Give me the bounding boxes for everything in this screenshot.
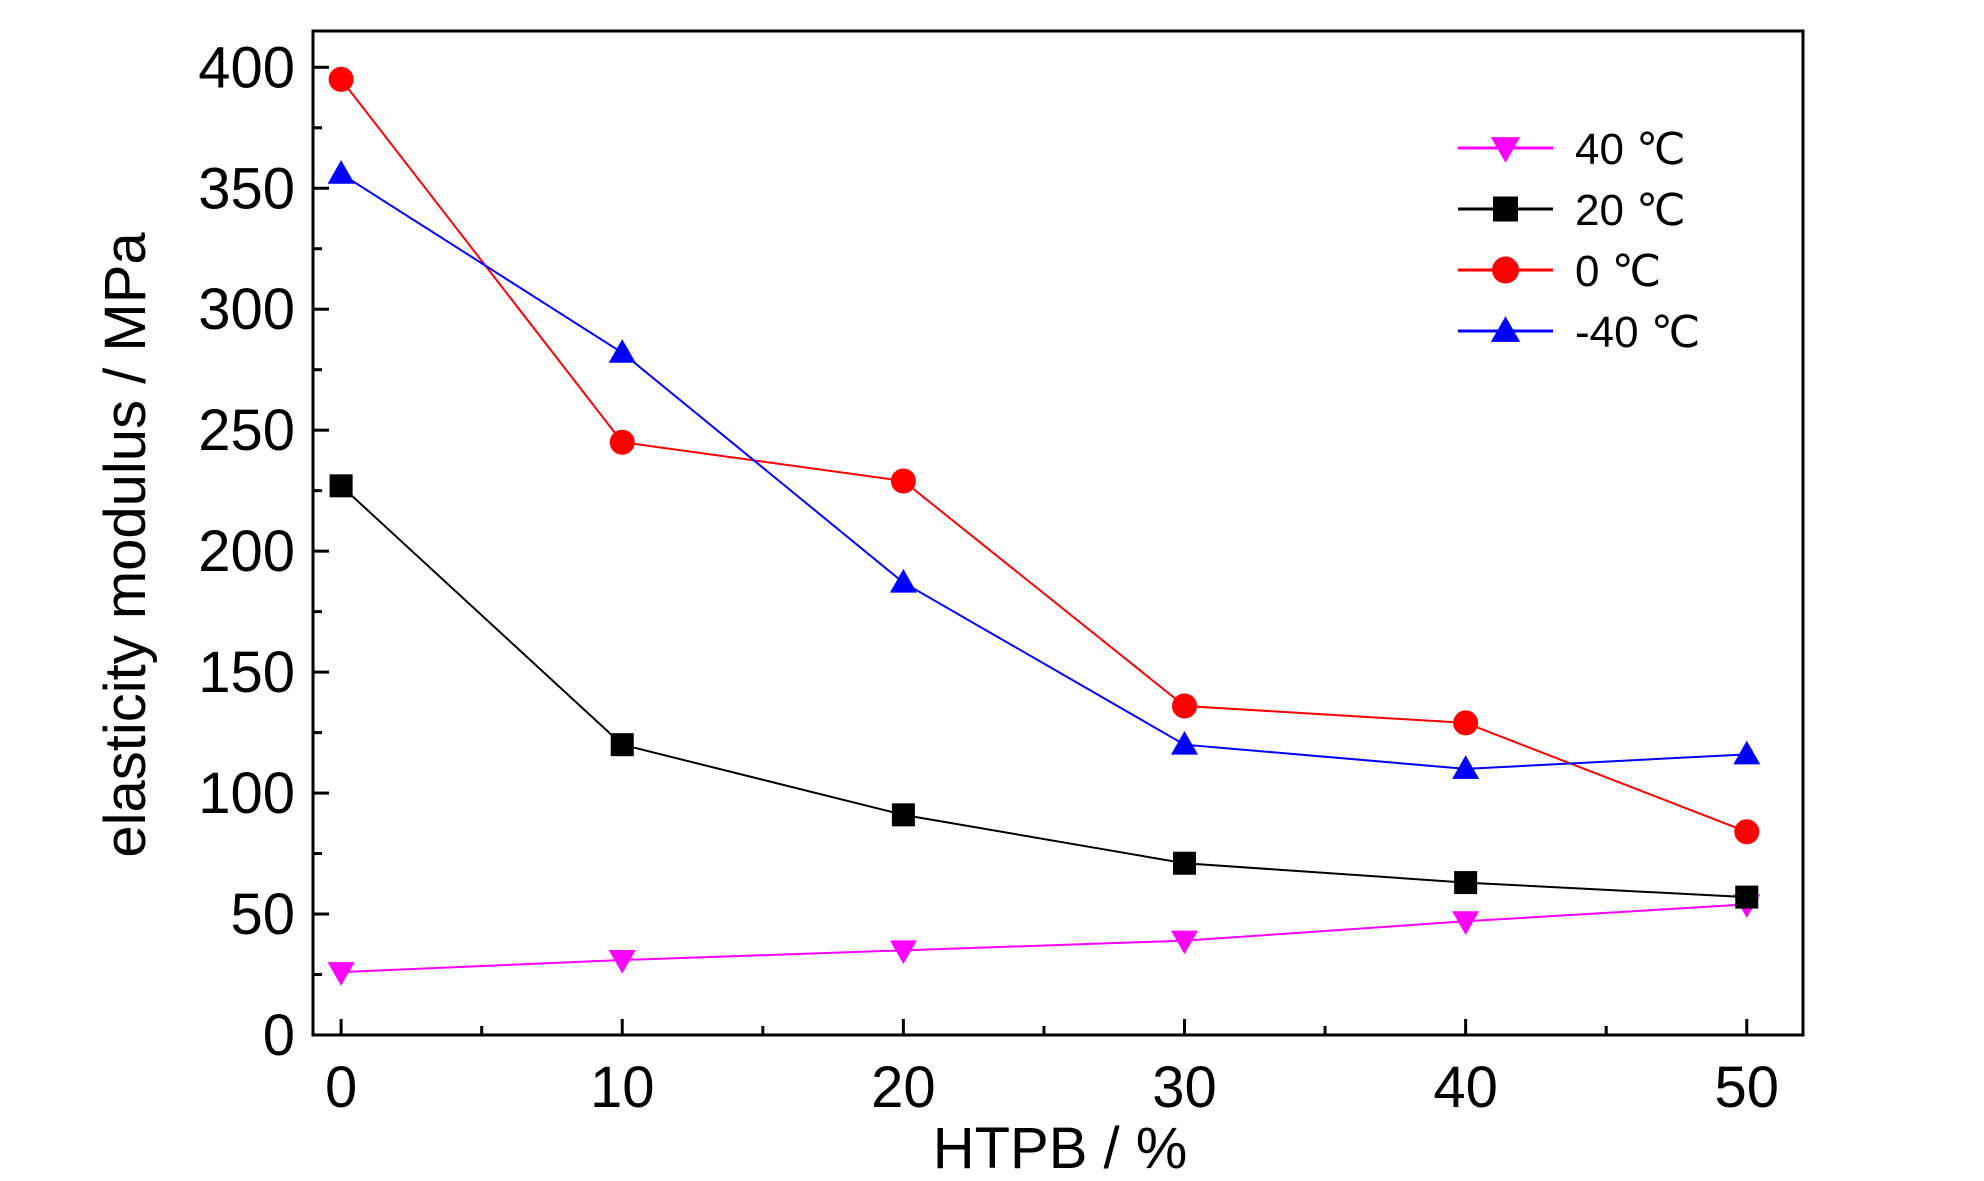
- data-point: [609, 429, 635, 455]
- legend-label: -40 ℃: [1575, 308, 1700, 357]
- data-point: [327, 160, 355, 184]
- data-point: [1733, 740, 1761, 765]
- data-point: [1170, 930, 1199, 955]
- x-tick-label: 30: [1152, 1055, 1217, 1120]
- data-point: [608, 339, 636, 363]
- legend-entry: 20 ℃: [1458, 186, 1686, 235]
- y-tick-label: 250: [198, 398, 295, 463]
- y-tick-labels: 0 50 100 150 200 250 300 350 400: [198, 35, 295, 1068]
- data-point: [889, 568, 917, 593]
- legend-marker: [1490, 316, 1521, 342]
- legend-entry: 0 ℃: [1458, 247, 1661, 296]
- y-tick-label: 350: [198, 156, 295, 221]
- y-tick-label: 200: [198, 519, 295, 584]
- y-tick-label: 400: [198, 35, 295, 100]
- x-tick-label: 0: [325, 1055, 357, 1120]
- series-layer: [327, 66, 1761, 986]
- data-point: [1452, 911, 1480, 935]
- series-line: [340, 485, 1747, 899]
- series-line: [341, 903, 1747, 974]
- legend-label: 0 ℃: [1575, 247, 1661, 296]
- data-point: [327, 962, 355, 986]
- data-point: [610, 733, 634, 757]
- data-point: [1734, 819, 1760, 845]
- data-point: [1170, 731, 1199, 755]
- y-axis-title: elasticity modulus / MPa: [93, 232, 158, 858]
- data-point: [1735, 885, 1759, 909]
- series-0: [327, 894, 1761, 986]
- data-point: [1452, 755, 1480, 779]
- legend-marker: [1492, 256, 1519, 284]
- x-tick-label: 10: [590, 1055, 655, 1120]
- data-point: [1454, 871, 1478, 895]
- series-line: [340, 78, 1748, 833]
- data-point: [1172, 693, 1198, 719]
- legend-marker: [1490, 137, 1521, 163]
- y-tick-label: 100: [198, 761, 295, 826]
- x-axis-title: HTPB / %: [933, 1116, 1188, 1181]
- data-point: [608, 950, 636, 974]
- legend-label: 20 ℃: [1575, 186, 1686, 235]
- data-point: [1453, 710, 1479, 736]
- data-point: [889, 940, 917, 964]
- x-tick-labels: 0 10 20 30 40 50: [325, 1055, 1779, 1120]
- series-line: [340, 172, 1747, 770]
- x-tick-label: 40: [1433, 1055, 1498, 1120]
- x-tick-label: 20: [871, 1055, 936, 1120]
- legend-label: 40 ℃: [1575, 125, 1686, 174]
- data-point: [1173, 851, 1197, 875]
- series-3: [327, 160, 1761, 779]
- axis-ticks: [313, 65, 1749, 1037]
- legend-marker: [1493, 196, 1518, 222]
- series-1: [329, 474, 1759, 909]
- data-point: [891, 803, 915, 827]
- series-2: [328, 66, 1760, 845]
- plot-frame: [311, 29, 1805, 1037]
- y-tick-label: 150: [198, 640, 295, 705]
- y-tick-label: 300: [198, 277, 295, 342]
- legend-entry: 40 ℃: [1458, 125, 1686, 174]
- data-point: [329, 474, 353, 498]
- data-point: [328, 66, 354, 92]
- y-tick-label: 50: [230, 882, 295, 947]
- legend: 40 ℃ 20 ℃ 0 ℃ -40 ℃: [1458, 125, 1700, 357]
- legend-entry: -40 ℃: [1458, 308, 1700, 357]
- y-tick-label: 0: [263, 1003, 295, 1068]
- x-tick-label: 50: [1715, 1055, 1780, 1120]
- data-point: [890, 468, 916, 494]
